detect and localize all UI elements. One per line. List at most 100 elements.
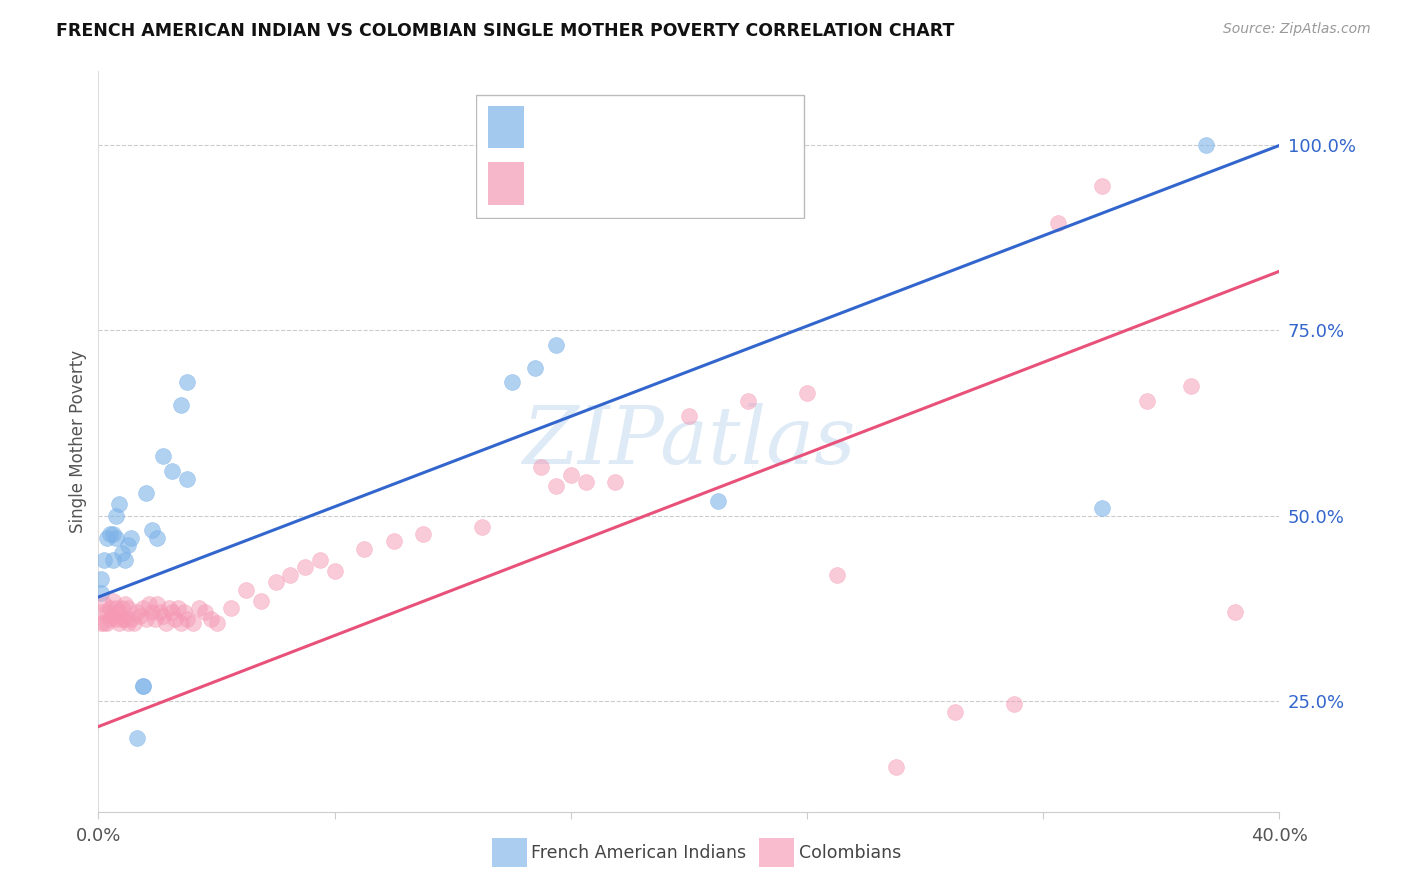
- Point: [149, 605, 172, 619]
- Point: [105, 508, 128, 523]
- Point: [605, 475, 627, 490]
- Text: ZIPatlas: ZIPatlas: [522, 403, 856, 480]
- Point: [737, 393, 759, 408]
- Point: [135, 486, 157, 500]
- Point: [93, 598, 115, 612]
- Point: [707, 493, 730, 508]
- Point: [114, 612, 136, 626]
- Point: [678, 409, 700, 423]
- Point: [103, 553, 125, 567]
- Point: [132, 679, 155, 693]
- Point: [96, 605, 118, 619]
- Text: FRENCH AMERICAN INDIAN VS COLOMBIAN SINGLE MOTHER POVERTY CORRELATION CHART: FRENCH AMERICAN INDIAN VS COLOMBIAN SING…: [56, 22, 955, 40]
- Point: [546, 479, 568, 493]
- Point: [125, 731, 148, 745]
- Point: [143, 612, 166, 626]
- Text: Colombians: Colombians: [799, 844, 901, 862]
- Point: [120, 612, 142, 626]
- Point: [90, 615, 112, 630]
- Point: [98, 527, 121, 541]
- Point: [162, 464, 183, 478]
- Point: [235, 582, 257, 597]
- Point: [173, 605, 195, 619]
- Point: [170, 398, 193, 412]
- Point: [93, 615, 115, 630]
- Point: [530, 460, 553, 475]
- Point: [546, 338, 568, 352]
- Point: [825, 567, 848, 582]
- Point: [120, 531, 142, 545]
- Point: [90, 586, 112, 600]
- Point: [167, 601, 190, 615]
- Y-axis label: Single Mother Poverty: Single Mother Poverty: [69, 350, 87, 533]
- Point: [796, 386, 818, 401]
- Point: [146, 531, 169, 545]
- Point: [162, 605, 183, 619]
- Point: [111, 545, 134, 560]
- Point: [176, 376, 198, 390]
- Point: [90, 605, 112, 619]
- Point: [141, 605, 163, 619]
- Point: [111, 601, 134, 615]
- Point: [181, 615, 204, 630]
- Point: [103, 593, 125, 607]
- Point: [108, 615, 131, 630]
- Point: [250, 593, 273, 607]
- Point: [132, 679, 155, 693]
- Point: [111, 612, 134, 626]
- Point: [108, 605, 131, 619]
- Text: French American Indians: French American Indians: [531, 844, 747, 862]
- Point: [165, 612, 187, 626]
- Point: [125, 605, 148, 619]
- Point: [96, 531, 118, 545]
- Point: [294, 560, 316, 574]
- Point: [353, 541, 375, 556]
- Point: [412, 527, 434, 541]
- Point: [141, 524, 163, 538]
- Point: [200, 612, 222, 626]
- Point: [128, 608, 150, 623]
- Point: [138, 598, 160, 612]
- Point: [382, 534, 405, 549]
- Point: [524, 360, 547, 375]
- Point: [1180, 379, 1202, 393]
- Point: [108, 498, 131, 512]
- Point: [1091, 501, 1114, 516]
- Point: [98, 612, 121, 626]
- Point: [132, 601, 155, 615]
- Point: [105, 612, 128, 626]
- Point: [560, 467, 582, 482]
- Point: [309, 553, 332, 567]
- Point: [194, 605, 217, 619]
- Point: [152, 450, 174, 464]
- Point: [205, 615, 228, 630]
- Point: [1136, 393, 1159, 408]
- Point: [471, 519, 494, 533]
- Point: [135, 612, 157, 626]
- Point: [117, 615, 139, 630]
- Point: [122, 615, 145, 630]
- Point: [103, 608, 125, 623]
- Point: [170, 615, 193, 630]
- Point: [1046, 216, 1070, 230]
- Point: [96, 615, 118, 630]
- Point: [264, 575, 287, 590]
- Text: Source: ZipAtlas.com: Source: ZipAtlas.com: [1223, 22, 1371, 37]
- Point: [221, 601, 243, 615]
- Point: [152, 608, 174, 623]
- Point: [943, 705, 966, 719]
- Point: [884, 760, 907, 774]
- Point: [157, 601, 180, 615]
- Point: [176, 612, 198, 626]
- Point: [105, 601, 128, 615]
- Point: [98, 601, 121, 615]
- Point: [114, 553, 136, 567]
- Point: [117, 538, 139, 552]
- Point: [1091, 179, 1114, 194]
- Point: [176, 471, 198, 485]
- Point: [93, 553, 115, 567]
- Point: [146, 598, 169, 612]
- Point: [117, 601, 139, 615]
- Point: [105, 531, 128, 545]
- Point: [501, 376, 523, 390]
